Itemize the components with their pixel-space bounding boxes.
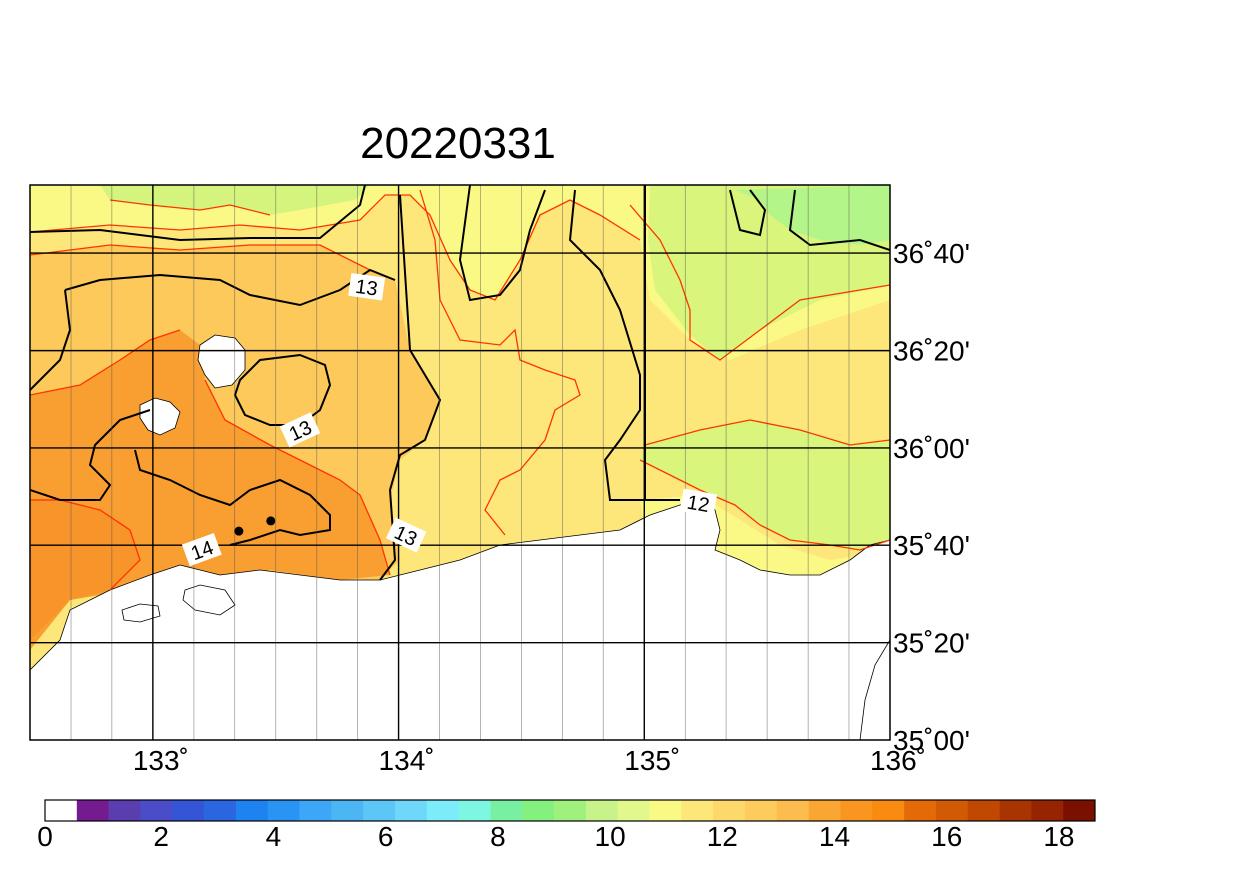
- colorbar-box-14: [490, 800, 523, 821]
- contours-black: [30, 185, 890, 581]
- contour-label-0: 13: [348, 272, 386, 301]
- minor-grid: [70, 185, 850, 740]
- island-north: [197, 334, 246, 389]
- lat-tick-label-2: 35˚40': [893, 530, 970, 561]
- colorbar-box-4: [172, 800, 205, 821]
- colorbar-box-20: [681, 800, 714, 821]
- major-grid: [30, 185, 890, 740]
- colorbar-box-25: [840, 800, 873, 821]
- colorbar-box-22: [745, 800, 778, 821]
- colorbar-box-11: [395, 800, 428, 821]
- colorbar-tick-label-6: 12: [707, 821, 738, 852]
- colorbar-tick-label-4: 8: [490, 821, 506, 852]
- colorbar-box-0: [45, 800, 78, 821]
- colorbar-box-2: [108, 800, 141, 821]
- colorbar-tick-label-2: 4: [266, 821, 282, 852]
- lat-tick-label-1: 35˚20': [893, 628, 970, 659]
- colorbar-box-7: [267, 800, 300, 821]
- colorbar-tick-label-3: 6: [378, 821, 394, 852]
- colorbar-box-6: [235, 800, 269, 821]
- colorbar-box-13: [458, 800, 491, 821]
- station-marker-1: [234, 526, 244, 536]
- contour-label-text: 13: [354, 276, 379, 301]
- island-middle: [139, 397, 181, 436]
- contours-red: [30, 189, 890, 591]
- lat-tick-label-4: 36˚20': [893, 336, 970, 367]
- station-marker-2: [266, 516, 276, 526]
- colorbar-tick-label-1: 2: [153, 821, 169, 852]
- lon-tick-label-3: 136˚: [870, 745, 926, 776]
- colorbar-box-21: [713, 800, 746, 821]
- colorbar-box-1: [76, 800, 109, 821]
- sea-field-14-inner: [30, 500, 140, 640]
- colorbar-box-17: [585, 800, 619, 821]
- colorbar-box-12: [426, 800, 459, 821]
- colorbar-tick-label-0: 0: [37, 821, 53, 852]
- colorbar-box-16: [554, 800, 587, 821]
- lat-tick-label-3: 36˚00': [893, 433, 970, 464]
- lon-tick-label-0: 133˚: [133, 745, 189, 776]
- colorbar: [44, 799, 1096, 822]
- colorbar-tick-label-8: 16: [931, 821, 962, 852]
- contour-label-3: 14: [181, 533, 222, 567]
- contour-label-text: 12: [685, 492, 711, 518]
- colorbar-tick-label-9: 18: [1043, 821, 1074, 852]
- colorbar-tick-label-5: 10: [595, 821, 626, 852]
- colorbar-box-24: [808, 800, 841, 821]
- station-markers: [234, 516, 276, 536]
- colorbar-box-27: [904, 800, 937, 821]
- colorbar-box-29: [967, 800, 1000, 821]
- colorbar-box-5: [204, 800, 237, 821]
- colorbar-box-30: [999, 800, 1032, 821]
- land-east-edge: [859, 639, 890, 740]
- colorbar-tick-label-7: 14: [819, 821, 850, 852]
- land-mass: [30, 499, 890, 740]
- sea-field-green-southeast: [640, 420, 890, 550]
- map-title: 20220331: [360, 119, 556, 168]
- lat-tick-label-5: 36˚40': [893, 238, 970, 269]
- colorbar-tick-labels: 0 2 4 6 8 10 12 14 16 18: [37, 821, 1074, 852]
- colorbar-box-31: [1031, 800, 1064, 821]
- colorbar-box-26: [872, 800, 905, 821]
- colorbar-frame: [44, 799, 1096, 822]
- colorbar-box-15: [522, 800, 555, 821]
- island-south: [182, 584, 236, 616]
- island-small: [121, 603, 161, 623]
- lon-tick-label-2: 135˚: [624, 745, 680, 776]
- colorbar-box-23: [776, 800, 809, 821]
- colorbar-box-28: [935, 800, 969, 821]
- colorbar-box-32: [1063, 800, 1096, 821]
- latitude-tick-labels: 35˚00' 35˚20' 35˚40' 36˚00' 36˚20' 36˚40': [893, 238, 970, 756]
- sea-field-green-east-deep: [735, 185, 890, 245]
- colorbar-box-10: [363, 800, 396, 821]
- longitude-tick-labels: 133˚ 134˚ 135˚ 136˚: [133, 745, 926, 776]
- map-frame: [29, 184, 891, 741]
- lon-tick-label-1: 134˚: [379, 745, 435, 776]
- colorbar-box-3: [140, 800, 173, 821]
- colorbar-box-18: [617, 800, 650, 821]
- colorbar-box-19: [649, 800, 682, 821]
- lat-tick-label-0: 35˚00': [893, 725, 970, 756]
- colorbar-box-8: [299, 800, 332, 821]
- colorbar-box-9: [331, 800, 364, 821]
- contour-label-4: 12: [679, 488, 718, 518]
